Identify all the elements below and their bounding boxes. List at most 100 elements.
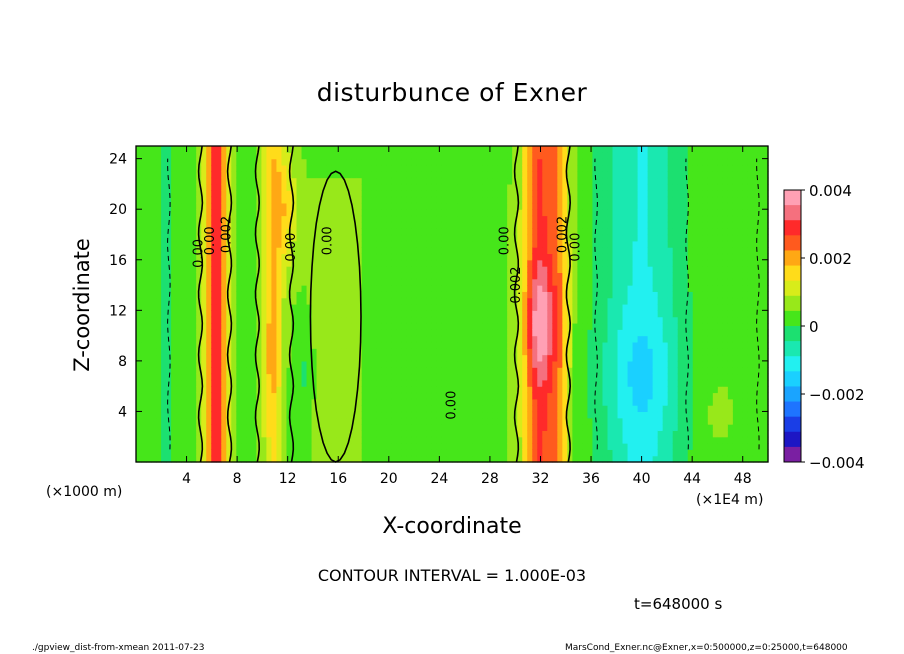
heatmap-cell bbox=[502, 360, 508, 368]
heatmap-cell bbox=[271, 234, 278, 242]
heatmap-cell bbox=[276, 158, 283, 166]
heatmap-cell bbox=[406, 392, 413, 400]
heatmap-cell bbox=[176, 266, 182, 273]
heatmap-cell bbox=[431, 392, 438, 400]
heatmap-cell bbox=[261, 221, 268, 229]
heatmap-cell bbox=[401, 183, 408, 191]
heatmap-cell bbox=[582, 253, 589, 261]
heatmap-cell bbox=[602, 285, 609, 292]
heatmap-cell bbox=[221, 335, 227, 343]
heatmap-cell bbox=[502, 341, 508, 349]
heatmap-cell bbox=[326, 259, 333, 267]
heatmap-cell bbox=[161, 436, 167, 444]
heatmap-cell bbox=[206, 411, 212, 419]
heatmap-cell bbox=[512, 247, 518, 255]
heatmap-cell bbox=[406, 443, 413, 450]
heatmap-cell bbox=[366, 177, 373, 185]
heatmap-cell bbox=[261, 196, 268, 204]
heatmap-cell bbox=[612, 398, 619, 406]
heatmap-cell bbox=[567, 183, 573, 191]
heatmap-cell bbox=[522, 266, 528, 273]
heatmap-cell bbox=[181, 177, 187, 185]
heatmap-cell bbox=[577, 285, 584, 292]
heatmap-cell bbox=[406, 436, 413, 444]
heatmap-cell bbox=[206, 322, 212, 330]
heatmap-cell bbox=[371, 341, 378, 349]
heatmap-cell bbox=[331, 411, 338, 419]
heatmap-cell bbox=[537, 152, 543, 160]
heatmap-cell bbox=[261, 341, 268, 349]
heatmap-cell bbox=[286, 259, 293, 267]
heatmap-cell bbox=[251, 335, 257, 343]
heatmap-cell bbox=[161, 304, 167, 311]
heatmap-cell bbox=[376, 455, 383, 463]
heatmap-cell bbox=[587, 335, 594, 343]
heatmap-cell bbox=[321, 177, 328, 185]
heatmap-cell bbox=[186, 424, 192, 431]
heatmap-cell bbox=[547, 177, 553, 185]
heatmap-cell bbox=[527, 234, 533, 242]
heatmap-cell bbox=[316, 392, 323, 400]
heatmap-cell bbox=[271, 221, 278, 229]
heatmap-cell bbox=[607, 360, 614, 368]
heatmap-cell bbox=[151, 304, 157, 311]
heatmap-cell bbox=[562, 329, 568, 337]
heatmap-cell bbox=[341, 234, 348, 242]
heatmap-cell bbox=[406, 221, 413, 229]
heatmap-cell bbox=[231, 386, 237, 394]
heatmap-cell bbox=[567, 221, 573, 229]
heatmap-cell bbox=[597, 209, 604, 217]
heatmap-cell bbox=[191, 240, 197, 248]
heatmap-cell bbox=[171, 183, 177, 191]
heatmap-cell bbox=[341, 171, 348, 179]
heatmap-cell bbox=[331, 398, 338, 406]
heatmap-cell bbox=[291, 240, 298, 248]
heatmap-cell bbox=[607, 405, 614, 413]
heatmap-cell bbox=[176, 373, 182, 381]
heatmap-cell bbox=[251, 202, 257, 210]
heatmap-cell bbox=[296, 436, 303, 444]
heatmap-cell bbox=[632, 436, 639, 444]
heatmap-cell bbox=[201, 398, 207, 406]
heatmap-cell bbox=[151, 335, 157, 343]
heatmap-cell bbox=[396, 417, 403, 425]
heatmap-cell bbox=[156, 152, 162, 160]
heatmap-cell bbox=[261, 304, 268, 311]
heatmap-cell bbox=[502, 443, 508, 450]
heatmap-cell bbox=[617, 449, 624, 457]
heatmap-cell bbox=[331, 272, 338, 280]
heatmap-cell bbox=[181, 183, 187, 191]
heatmap-cell bbox=[316, 164, 323, 172]
heatmap-cell bbox=[431, 196, 438, 204]
heatmap-cell bbox=[391, 335, 398, 343]
heatmap-cell bbox=[366, 316, 373, 324]
heatmap-cell bbox=[607, 234, 614, 242]
heatmap-cell bbox=[151, 367, 157, 375]
heatmap-cell bbox=[181, 209, 187, 217]
heatmap-cell bbox=[426, 209, 433, 217]
heatmap-cell bbox=[136, 316, 142, 324]
heatmap-cell bbox=[537, 329, 543, 337]
heatmap-cell bbox=[236, 228, 242, 236]
heatmap-cell bbox=[517, 310, 523, 318]
heatmap-cell bbox=[537, 367, 543, 375]
heatmap-cell bbox=[462, 430, 468, 438]
heatmap-cell bbox=[366, 266, 373, 273]
heatmap-cell bbox=[151, 234, 157, 242]
heatmap-cell bbox=[441, 392, 448, 400]
heatmap-cell bbox=[612, 443, 619, 450]
heatmap-cell bbox=[151, 411, 157, 419]
heatmap-cell bbox=[532, 171, 538, 179]
heatmap-cell bbox=[472, 329, 478, 337]
heatmap-cell bbox=[321, 164, 328, 172]
heatmap-cell bbox=[291, 449, 298, 457]
heatmap-cell bbox=[562, 379, 568, 387]
heatmap-cell bbox=[482, 430, 488, 438]
heatmap-cell bbox=[251, 341, 257, 349]
heatmap-cell bbox=[567, 304, 573, 311]
heatmap-cell bbox=[366, 272, 373, 280]
heatmap-cell bbox=[226, 190, 232, 198]
heatmap-cell bbox=[316, 386, 323, 394]
heatmap-cell bbox=[196, 443, 202, 450]
heatmap-cell bbox=[452, 443, 458, 450]
